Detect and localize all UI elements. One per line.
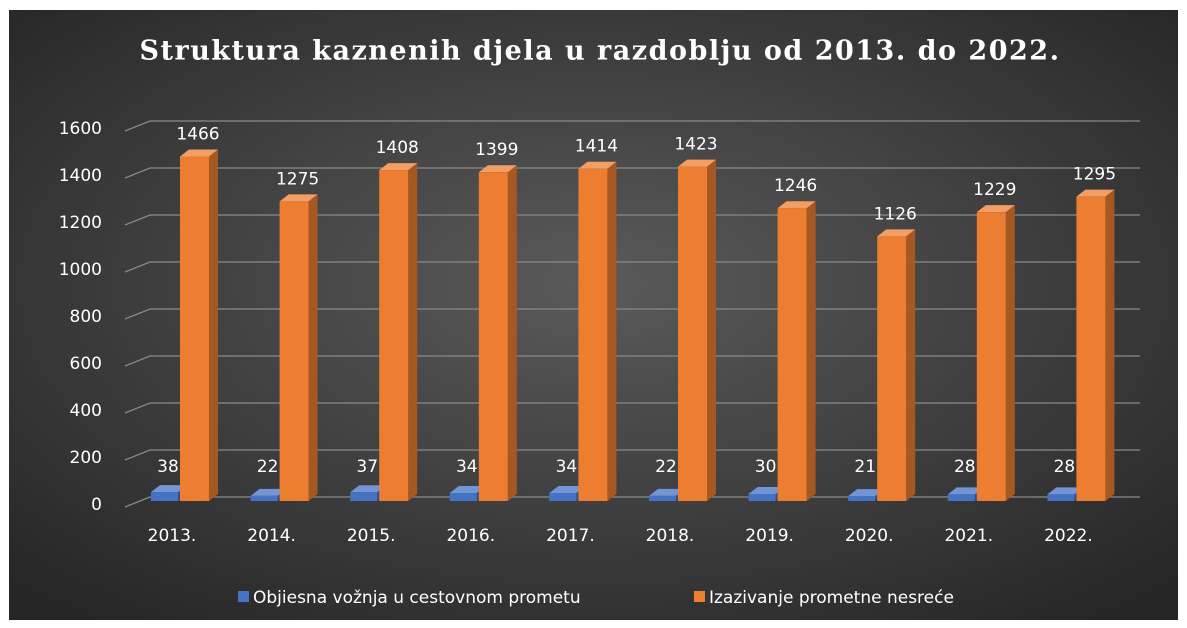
chart-title: Struktura kaznenih djela u razdoblju od … — [140, 36, 1061, 67]
data-label: 1408 — [376, 138, 419, 158]
bar-top — [180, 149, 218, 157]
bar — [976, 212, 1006, 501]
bar-side — [906, 229, 916, 501]
bar — [279, 201, 309, 501]
bar-top — [848, 489, 885, 497]
bar-top — [1047, 487, 1084, 495]
data-label: 22 — [257, 457, 279, 477]
bar-side — [806, 201, 816, 501]
bar — [748, 493, 776, 501]
data-label: 1126 — [874, 204, 917, 224]
data-label: 38 — [157, 457, 179, 477]
data-label: 1414 — [575, 137, 618, 157]
bar-top — [777, 201, 816, 209]
legend-swatch — [694, 591, 705, 602]
data-label: 1399 — [475, 140, 518, 160]
bar-top — [449, 486, 486, 494]
x-tick-label: 2018. — [646, 526, 695, 546]
y-tick-label: 600 — [70, 354, 102, 374]
bar-top — [748, 486, 785, 494]
bar-top — [649, 488, 685, 496]
bar — [678, 166, 707, 501]
bar — [379, 170, 409, 501]
bar-top — [478, 165, 517, 173]
bar-top — [976, 205, 1015, 213]
bar — [180, 156, 209, 502]
data-label: 1466 — [176, 124, 219, 144]
bar — [877, 236, 907, 501]
bar-side — [408, 163, 418, 501]
bar-top — [1076, 189, 1115, 197]
data-label: 1295 — [1073, 165, 1116, 185]
x-tick-label: 2022. — [1044, 526, 1093, 546]
y-tick-label: 1200 — [59, 213, 102, 233]
grid-line — [124, 120, 1140, 132]
data-label: 1229 — [973, 180, 1016, 200]
bar — [947, 494, 975, 501]
y-tick-label: 0 — [91, 495, 102, 515]
data-label: 30 — [755, 457, 777, 477]
bar-side — [1105, 189, 1115, 502]
bar — [649, 495, 676, 501]
data-label: 28 — [1054, 457, 1076, 477]
x-tick-label: 2017. — [546, 526, 595, 546]
data-label: 37 — [356, 457, 378, 477]
y-tick-label: 1000 — [59, 260, 102, 280]
bar-top — [151, 485, 187, 493]
bar-top — [947, 487, 984, 495]
bar-side — [607, 161, 617, 501]
x-tick-label: 2014. — [247, 526, 296, 546]
bar — [1047, 494, 1075, 501]
bar-side — [507, 165, 517, 502]
data-label: 1423 — [674, 135, 717, 155]
data-label: 21 — [854, 457, 876, 477]
bar-side — [209, 149, 218, 502]
data-label: 28 — [954, 457, 976, 477]
data-label: 1246 — [774, 176, 817, 196]
bar — [449, 493, 477, 501]
bar — [350, 492, 378, 501]
x-tick-label: 2015. — [347, 526, 396, 546]
bar-top — [350, 485, 387, 493]
bar-top — [578, 161, 617, 169]
bar — [777, 208, 807, 501]
x-tick-label: 2013. — [148, 526, 197, 546]
y-tick-label: 800 — [70, 307, 102, 327]
bar-top — [678, 159, 716, 167]
data-label: 34 — [556, 457, 578, 477]
bar — [478, 172, 508, 502]
bar — [848, 496, 876, 501]
bar-top — [379, 163, 418, 171]
bar-top — [250, 488, 287, 496]
bar — [1076, 196, 1106, 502]
bar — [549, 493, 577, 501]
bar-side — [308, 194, 318, 501]
legend-label: Objiesna vožnja u cestovnom prometu — [253, 588, 581, 608]
y-tick-label: 200 — [70, 448, 102, 468]
x-tick-label: 2016. — [446, 526, 495, 546]
legend-swatch — [238, 591, 249, 602]
x-tick-label: 2021. — [944, 526, 993, 546]
data-label: 1275 — [276, 169, 319, 189]
bar — [250, 495, 278, 501]
legend-label: Izazivanje prometne nesreće — [709, 588, 954, 608]
bar — [151, 492, 178, 501]
x-tick-label: 2020. — [845, 526, 894, 546]
data-label: 22 — [655, 457, 677, 477]
grid-line — [124, 167, 1140, 179]
bar — [578, 168, 608, 501]
y-tick-label: 1600 — [59, 119, 102, 139]
x-tick-label: 2019. — [745, 526, 794, 546]
bar-top — [877, 229, 916, 237]
bar-side — [707, 159, 716, 501]
y-tick-label: 1400 — [59, 166, 102, 186]
bar-top — [279, 194, 318, 202]
data-label: 34 — [456, 457, 478, 477]
bar-top — [549, 486, 586, 494]
y-tick-label: 400 — [70, 401, 102, 421]
bar-side — [1005, 205, 1015, 501]
